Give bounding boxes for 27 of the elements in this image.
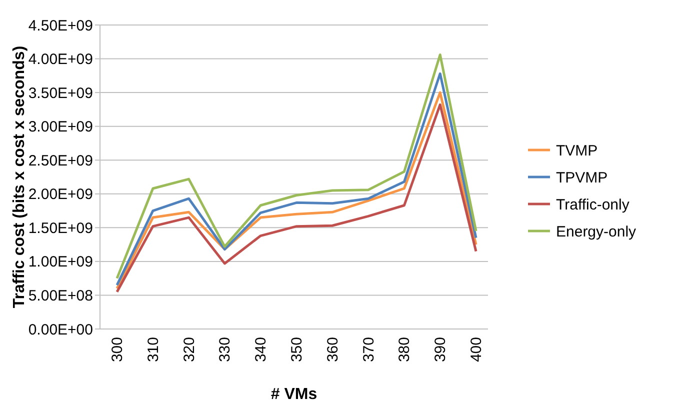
x-tick-label: 350 (288, 337, 306, 362)
x-tick-label: 370 (360, 337, 378, 362)
x-tick-label: 310 (144, 337, 162, 362)
legend-label: TPVMP (556, 169, 608, 186)
y-tick-label: 0.00E+00 (28, 321, 93, 338)
x-tick-label: 360 (324, 337, 342, 362)
x-axis-title: # VMs (270, 386, 318, 403)
y-tick-label: 1.50E+09 (28, 220, 93, 237)
y-axis-title: Traffic cost (bits x cost x seconds) (11, 46, 28, 308)
legend-label: Energy-only (556, 223, 637, 240)
x-tick-label: 400 (468, 337, 485, 362)
y-tick-label: 2.00E+09 (28, 186, 93, 204)
y-tick-label: 1.00E+09 (28, 254, 93, 271)
x-tick-label: 340 (252, 337, 270, 362)
y-tick-label: 4.00E+09 (28, 51, 93, 68)
y-tick-label: 3.00E+09 (28, 118, 93, 136)
legend-label: Traffic-only (556, 196, 630, 214)
x-tick-label: 330 (216, 337, 234, 362)
legend-label: TVMP (556, 142, 598, 160)
y-tick-label: 4.50E+09 (28, 17, 93, 34)
x-tick-label: 300 (109, 337, 126, 362)
x-tick-label: 320 (180, 337, 198, 362)
x-tick-label: 380 (396, 337, 414, 362)
x-tick-label: 390 (432, 337, 450, 362)
y-tick-label: 5.00E+08 (28, 287, 93, 304)
y-tick-label: 3.50E+09 (28, 84, 93, 102)
y-tick-label: 2.50E+09 (28, 152, 93, 170)
